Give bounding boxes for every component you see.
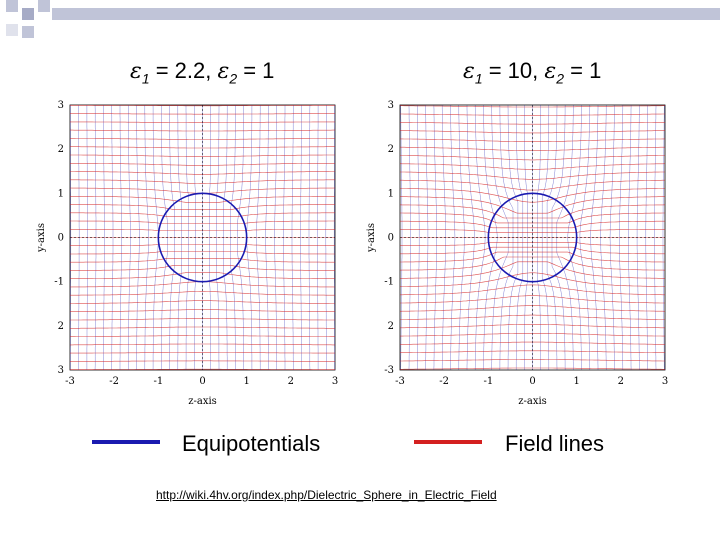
epsilon-1-symbol: ε: [463, 59, 475, 84]
field-line: [70, 251, 335, 255]
x-tick-label: -1: [153, 376, 163, 387]
field-line: [400, 155, 665, 161]
x-tick-label: -3: [395, 376, 405, 387]
field-line: [70, 244, 335, 246]
field-line: [70, 138, 335, 140]
field-line: [70, 220, 335, 224]
field-line: [70, 343, 335, 346]
sphere-boundary: [487, 192, 578, 283]
y-axis-label: y-axis: [366, 223, 377, 253]
field-line: [70, 360, 335, 362]
y-tick-label: 3: [58, 100, 64, 111]
y-tick-label: 1: [388, 188, 394, 199]
x-tick-label: 2: [618, 376, 624, 387]
x-tick-label: 0: [529, 376, 535, 387]
y-tick-label: 1: [58, 188, 64, 199]
header-decoration: [6, 0, 720, 38]
x-axis-label: z-axis: [518, 396, 547, 407]
field-line: [400, 324, 665, 329]
x-tick-label: 1: [243, 376, 249, 387]
epsilon-2-symbol: ε: [544, 59, 557, 84]
panel-title-left: ε1 = 2.2, ε2 = 1: [130, 58, 274, 86]
field-line: [400, 122, 665, 125]
epsilon-2-subscript: 2: [556, 70, 564, 87]
epsilon-2-value: = 1: [564, 58, 602, 83]
epsilon-1-subscript: 1: [141, 70, 150, 87]
field-line: [400, 367, 665, 370]
epsilon-2-subscript: 2: [229, 70, 238, 87]
panel-title-right: ε1 = 10, ε2 = 1: [463, 58, 601, 86]
x-tick-label: -3: [65, 376, 75, 387]
x-tick-label: 0: [199, 376, 205, 387]
field-line: [70, 179, 335, 184]
y-tick-label: 2: [388, 321, 394, 332]
field-line: [400, 314, 665, 320]
deco-square: [22, 26, 34, 38]
y-axis-label: y-axis: [36, 223, 47, 253]
field-line: [70, 212, 335, 217]
field-line: [70, 272, 335, 279]
x-tick-label: -1: [483, 376, 493, 387]
field-line: [400, 295, 665, 304]
field-line: [70, 146, 335, 149]
field-line: [400, 171, 665, 180]
epsilon-2-symbol: ε: [217, 59, 230, 84]
field-line: [400, 284, 665, 296]
field-plot-left: -3 -2 -1 0 1 2 3 3 2 1 0 -1 2 3 z-axis y-axis: [36, 100, 338, 407]
legend-label-equipotentials: Equipotentials: [182, 431, 321, 456]
y-tick-label: -3: [384, 365, 394, 376]
field-line: [400, 251, 665, 263]
x-tick-label: 2: [288, 376, 294, 387]
field-line: [70, 154, 335, 157]
epsilon-1-value: = 2.2,: [149, 58, 218, 83]
epsilon-1-subscript: 1: [474, 70, 483, 87]
epsilon-1-value: = 10,: [482, 58, 545, 83]
deco-square: [6, 0, 18, 12]
field-line: [400, 359, 665, 362]
sphere-boundary: [157, 192, 248, 283]
x-axis-label: z-axis: [188, 396, 217, 407]
field-line: [70, 291, 335, 296]
field-line: [70, 352, 335, 354]
field-line: [400, 113, 665, 116]
field-line: [400, 220, 665, 229]
field-line: [70, 335, 335, 337]
x-tick-label: 3: [662, 376, 668, 387]
deco-square: [6, 24, 18, 36]
y-tick-label: 2: [58, 144, 64, 155]
y-tick-label: 2: [58, 321, 64, 332]
field-line: [400, 246, 665, 255]
x-tick-label: -2: [109, 376, 119, 387]
header-bar: [52, 8, 720, 20]
x-tick-label: -2: [439, 376, 449, 387]
source-link[interactable]: http://wiki.4hv.org/index.php/Dielectric…: [156, 488, 497, 502]
legend-swatch-field-lines: [414, 440, 482, 444]
epsilon-2-value: = 1: [237, 58, 275, 83]
field-line: [400, 130, 665, 134]
x-tick-label: 1: [573, 376, 579, 387]
field-line: [70, 300, 335, 304]
y-tick-label: -1: [384, 277, 394, 288]
deco-square: [38, 0, 50, 12]
y-tick-label: 3: [388, 100, 394, 111]
y-tick-label: 2: [388, 144, 394, 155]
y-tick-label: 0: [58, 233, 64, 244]
epsilon-1-symbol: ε: [130, 59, 142, 84]
field-plot-right: -3 -2 -1 0 1 2 3 3 2 1 0 -1 2 -3 z-axis y-axis: [366, 100, 668, 407]
legend-swatch-equipotentials: [92, 440, 160, 444]
y-tick-label: -1: [54, 277, 64, 288]
field-line: [399, 229, 666, 233]
field-line: [399, 272, 666, 287]
legend-label-field-lines: Field lines: [505, 431, 605, 456]
deco-square: [22, 8, 34, 20]
x-tick-label: 3: [332, 376, 338, 387]
y-tick-label: 3: [58, 365, 64, 376]
y-tick-label: 0: [388, 233, 394, 244]
